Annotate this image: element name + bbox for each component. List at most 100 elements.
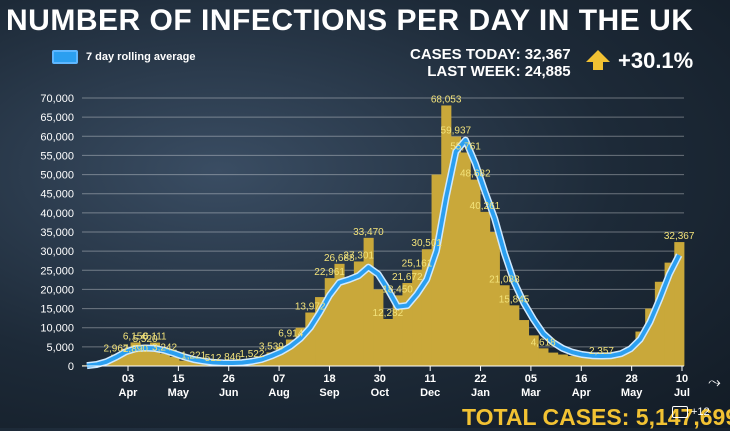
y-tick-label: 60,000 <box>40 131 74 143</box>
x-tick-month: May <box>168 387 190 399</box>
daily-bar <box>276 346 287 366</box>
daily-bar <box>635 331 646 366</box>
data-label: 512 <box>205 353 222 364</box>
data-label: 25,161 <box>402 259 433 270</box>
data-label: 3,539 <box>259 341 284 352</box>
daily-bar <box>305 312 316 366</box>
photo-count-label: +12 <box>691 406 710 418</box>
x-tick-day: 11 <box>424 373 436 385</box>
daily-cases-bars <box>82 105 685 367</box>
share-icon[interactable]: ⤳ <box>708 374 721 391</box>
y-tick-label: 50,000 <box>40 170 74 182</box>
data-label: 5,520 <box>133 334 158 345</box>
daily-bar <box>616 352 627 366</box>
x-tick-day: 22 <box>474 373 486 385</box>
daily-bar <box>586 357 598 366</box>
x-axis: 03 Apr 15 May 26 Jun 07 Aug 18 Sep 30 Oct 11 Dec 22 Jan… <box>82 365 690 399</box>
daily-bar <box>363 237 374 366</box>
x-tick-day: 05 <box>525 373 537 385</box>
daily-bar <box>480 211 491 366</box>
x-tick-day: 28 <box>626 373 638 385</box>
daily-bar <box>664 262 675 366</box>
data-label: 48,682 <box>460 169 491 180</box>
daily-bar <box>130 342 141 366</box>
data-label: 846 <box>224 352 241 363</box>
data-label: 1,522 <box>239 349 264 360</box>
daily-bar <box>324 278 335 366</box>
y-tick-label: 55,000 <box>40 150 74 162</box>
daily-bar <box>188 361 199 366</box>
daily-bar <box>383 318 394 366</box>
daily-bar <box>674 242 685 366</box>
chart-title: NUMBER OF INFECTIONS PER DAY IN THE UK <box>6 4 694 37</box>
x-tick-month: May <box>621 387 643 399</box>
x-tick-month: Jan <box>471 387 490 399</box>
x-tick-day: 07 <box>273 373 285 385</box>
daily-bar <box>518 320 530 366</box>
data-label: 6,914 <box>278 329 303 340</box>
daily-bar <box>431 174 442 366</box>
y-tick-label: 10,000 <box>40 323 74 335</box>
daily-bar <box>353 261 364 366</box>
data-label: 15,845 <box>499 294 530 305</box>
data-label: 4,618 <box>531 337 556 348</box>
data-label: 26,688 <box>324 253 355 264</box>
daily-bar <box>169 356 180 366</box>
y-tick-label: 25,000 <box>40 265 74 277</box>
data-label: 59,937 <box>441 126 472 137</box>
data-label: 22,961 <box>314 267 345 278</box>
daily-bar <box>315 297 326 366</box>
up-arrow-icon <box>586 50 610 72</box>
x-tick-month: Sep <box>319 387 339 399</box>
last-week: LAST WEEK: 24,885 <box>427 63 571 80</box>
daily-bar <box>548 352 559 366</box>
daily-bar <box>334 263 345 366</box>
data-label: 6,150 <box>123 331 148 342</box>
daily-bar <box>577 356 588 366</box>
y-tick-label: 70,000 <box>40 93 74 105</box>
photo-count[interactable]: +12 <box>672 406 710 418</box>
daily-bar <box>528 335 539 366</box>
cases-today: CASES TODAY: 32,367 <box>410 46 571 63</box>
x-tick-day: 15 <box>172 373 184 385</box>
camera-icon <box>672 406 688 418</box>
x-tick-month: Apr <box>572 387 592 399</box>
legend-label: 7 day rolling average <box>86 51 196 63</box>
data-label: 27,301 <box>343 250 374 261</box>
x-tick-day: 03 <box>122 373 134 385</box>
data-label: 30,501 <box>411 238 442 249</box>
data-label: 33,470 <box>353 227 384 238</box>
change-indicator: +30.1% <box>586 48 693 74</box>
rolling-average-line <box>86 136 683 370</box>
data-label: 3,242 <box>152 343 177 354</box>
daily-bar <box>344 277 355 366</box>
y-tick-label: 35,000 <box>40 227 74 239</box>
daily-bar <box>412 269 423 366</box>
change-percent: +30.1% <box>618 48 694 73</box>
x-tick-day: 26 <box>223 373 235 385</box>
daily-bar <box>441 105 452 367</box>
x-tick-month: Apr <box>119 387 139 399</box>
y-tick-label: 0 <box>68 361 74 373</box>
daily-bar <box>285 339 297 366</box>
x-tick-month: Oct <box>371 387 390 399</box>
x-tick-day: 30 <box>374 373 386 385</box>
data-label: 12,282 <box>373 308 404 319</box>
data-label: 2,357 <box>589 346 614 357</box>
daily-bar <box>645 308 656 366</box>
daily-bar <box>557 354 568 366</box>
daily-bar <box>596 356 607 366</box>
x-tick-month: Aug <box>268 387 289 399</box>
y-tick-label: 20,000 <box>40 284 74 296</box>
daily-bar <box>421 249 432 366</box>
daily-bar <box>392 295 403 366</box>
daily-bar <box>402 283 413 366</box>
daily-bar <box>140 344 151 366</box>
daily-bar <box>499 285 510 366</box>
daily-bar <box>489 232 500 366</box>
daily-bar <box>120 348 131 366</box>
daily-bar <box>149 342 161 366</box>
data-label: 2,890 <box>123 344 148 355</box>
